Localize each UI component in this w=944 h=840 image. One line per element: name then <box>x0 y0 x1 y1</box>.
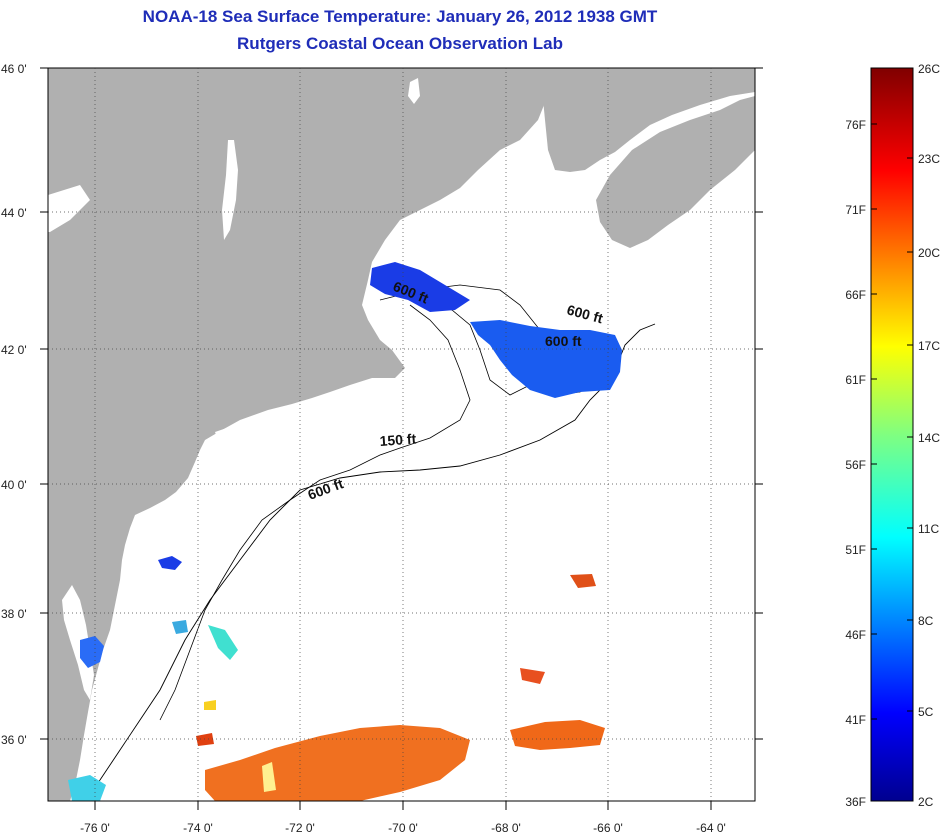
lat-label: 38 0' <box>1 607 27 621</box>
lake-ontario <box>48 185 90 232</box>
lon-label: -72 0' <box>285 821 315 835</box>
colorbar-celsius-label: 23C <box>918 152 940 166</box>
sst-patch-gulf-stream <box>196 574 605 801</box>
map-subtitle: Rutgers Coastal Ocean Observation Lab <box>237 34 563 53</box>
colorbar <box>870 67 914 802</box>
axis-ticks <box>40 67 763 810</box>
colorbar-celsius-label: 17C <box>918 339 940 353</box>
lat-label: 42 0' <box>1 343 27 357</box>
long-island-sound <box>215 398 335 440</box>
land-new-brunswick <box>540 68 755 172</box>
colorbar-fahrenheit-label: 76F <box>845 118 866 132</box>
colorbar-fahrenheit-label: 61F <box>845 373 866 387</box>
colorbar-fahrenheit-label: 41F <box>845 713 866 727</box>
sst-patch-gulf-of-maine <box>370 262 622 398</box>
lat-label: 44 0' <box>1 206 27 220</box>
lake-champlain <box>222 140 238 240</box>
land-us-mainland <box>48 68 548 801</box>
lon-label: -68 0' <box>491 821 521 835</box>
contour-150ft <box>159 304 471 721</box>
lat-label: 46 0' <box>1 62 27 76</box>
chesapeake-bay <box>62 585 94 700</box>
lon-label: -76 0' <box>80 821 110 835</box>
colorbar-fahrenheit-label: 36F <box>845 795 866 809</box>
delaware-bay <box>125 548 146 590</box>
colorbar-celsius-label: 11C <box>918 522 939 536</box>
colorbar-celsius-label: 2C <box>918 795 934 809</box>
colorbar-celsius-label: 8C <box>918 614 934 628</box>
colorbar-fahrenheit-label: 56F <box>845 458 866 472</box>
lat-label: 36 0' <box>1 733 27 747</box>
colorbar-celsius-label: 5C <box>918 705 934 719</box>
colorbar-celsius-label: 26C <box>918 62 940 76</box>
colorbar-fahrenheit-label: 46F <box>845 628 866 642</box>
plot-frame <box>47 67 756 802</box>
contour-label: 150 ft <box>379 430 417 449</box>
colorbar-ticks <box>871 123 913 720</box>
colorbar-fahrenheit-label: 51F <box>845 543 866 557</box>
contour-label: 600 ft <box>545 333 582 349</box>
colorbar-celsius-label: 14C <box>918 431 940 445</box>
map-title: NOAA-18 Sea Surface Temperature: January… <box>142 7 658 26</box>
lon-label: -64 0' <box>696 821 726 835</box>
colorbar-fahrenheit-label: 71F <box>845 203 866 217</box>
moosehead-lake <box>408 78 420 104</box>
lon-label: -70 0' <box>388 821 418 835</box>
colorbar-celsius-label: 20C <box>918 246 940 260</box>
lat-label: 40 0' <box>1 478 27 492</box>
sst-patch-mid-atlantic <box>68 556 238 801</box>
colorbar-fahrenheit-label: 66F <box>845 288 866 302</box>
lon-label: -66 0' <box>593 821 623 835</box>
lon-label: -74 0' <box>183 821 213 835</box>
land-nova-scotia <box>596 96 755 248</box>
